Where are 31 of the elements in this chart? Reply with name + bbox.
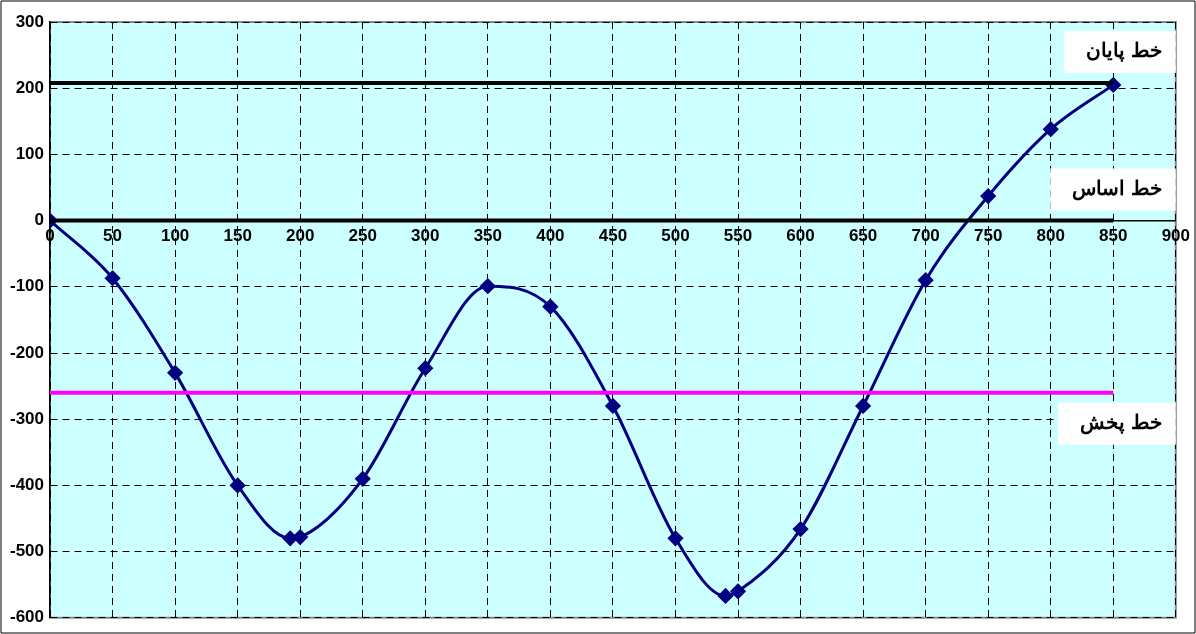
x-tick-label: 450: [598, 226, 628, 246]
y-tick-label: 300: [15, 11, 45, 31]
ref-line-label: خط پخش: [1080, 411, 1162, 436]
x-tick-label: 150: [223, 226, 252, 246]
ref-line-label: خط اساس: [1072, 177, 1162, 202]
x-tick-label: 350: [473, 226, 503, 246]
x-tick-label: 400: [536, 226, 565, 246]
y-tick-label: -400: [9, 475, 45, 495]
x-tick-label: 900: [1161, 226, 1191, 246]
y-tick-label: -500: [9, 541, 45, 561]
x-tick-label: 250: [348, 226, 377, 246]
y-tick-label: 100: [15, 144, 45, 164]
y-tick-label: 0: [34, 210, 45, 230]
x-tick-label: 100: [160, 226, 190, 246]
x-tick-label: 600: [786, 226, 815, 246]
x-tick-label: 200: [286, 226, 315, 246]
ref-line-label: خط پایان: [1086, 39, 1162, 63]
y-tick-label: -300: [9, 408, 45, 428]
x-tick-label: 550: [723, 226, 753, 246]
y-tick-label: -200: [9, 342, 45, 362]
x-tick-label: 850: [1099, 226, 1128, 246]
x-tick-label: 300: [411, 226, 440, 246]
x-tick-label: 650: [848, 226, 878, 246]
y-tick-label: 200: [15, 77, 45, 97]
x-tick-label: 500: [661, 226, 690, 246]
x-tick-label: 750: [974, 226, 1003, 246]
x-tick-label: 800: [1036, 226, 1065, 246]
y-tick-label: -100: [9, 276, 45, 296]
x-tick-label: 700: [911, 226, 940, 246]
y-tick-label: -600: [9, 607, 45, 627]
x-tick-label: 50: [103, 226, 123, 246]
